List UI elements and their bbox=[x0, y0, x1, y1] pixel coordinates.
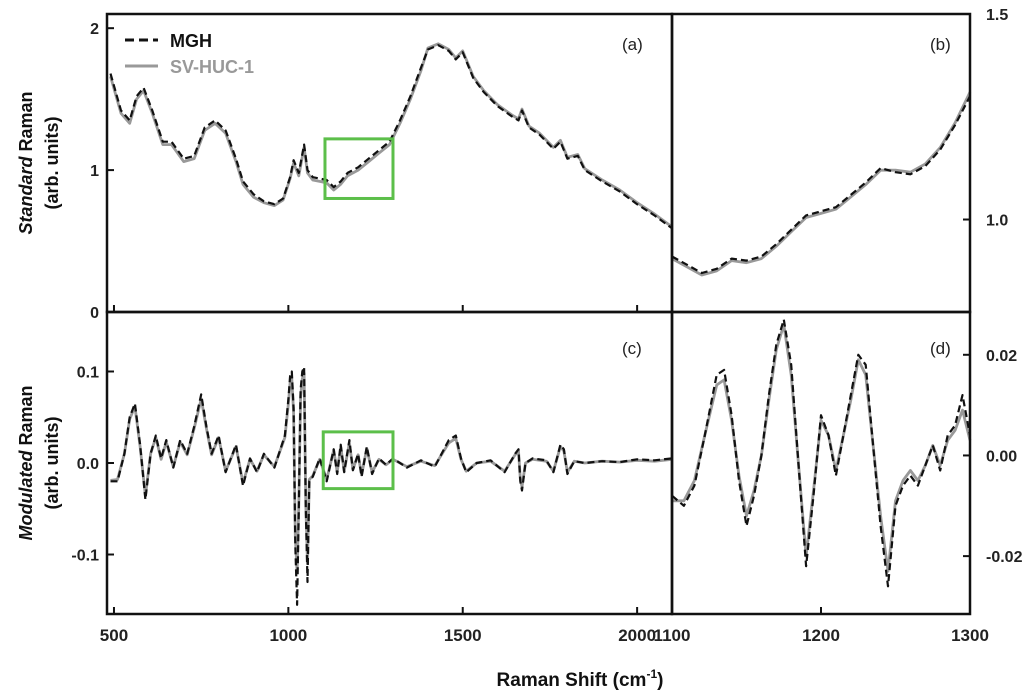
ylabel-standard-units: (arb. units) bbox=[42, 116, 62, 209]
panel-d-xtick-label: 1300 bbox=[951, 626, 989, 645]
ylabel-modulated-units: (arb. units) bbox=[42, 416, 62, 509]
xlabel: Raman Shift (cm-1) bbox=[497, 667, 664, 691]
legend: MGH SV-HUC-1 bbox=[125, 31, 254, 77]
ylabel-modulated: Modulated Raman bbox=[16, 385, 36, 540]
panel-d-label: (d) bbox=[930, 339, 951, 358]
panel-c-series-mgh bbox=[110, 365, 673, 606]
panel-d-ytick-label: 0.02 bbox=[986, 348, 1017, 365]
panel-d-plot: -0.02 0.00 0.02 1100 1200 1300 bbox=[654, 318, 1023, 645]
panel-d-ytick-label: 0.00 bbox=[986, 448, 1017, 465]
panel-d-frame bbox=[670, 310, 972, 616]
panel-c-ytick-label: -0.1 bbox=[71, 548, 99, 565]
legend-mgh-label: MGH bbox=[170, 31, 212, 51]
panel-d-xtick-label: 1100 bbox=[654, 626, 691, 645]
panel-a-plot: 0 1 2 bbox=[90, 21, 673, 322]
panel-c-plot: -0.1 0.0 0.1 500 1000 1500 2000 bbox=[71, 364, 673, 645]
panel-c-highlight-box bbox=[321, 430, 395, 491]
panel-c-xtick-label: 500 bbox=[100, 626, 128, 645]
panel-b-ytick-label: 1.5 bbox=[986, 7, 1008, 24]
panel-b-ytick-label: 1.0 bbox=[986, 213, 1008, 230]
legend-svhuc-label: SV-HUC-1 bbox=[170, 57, 254, 77]
panel-a-label: (a) bbox=[622, 35, 643, 54]
panel-d-ytick-label: -0.02 bbox=[986, 549, 1023, 566]
panel-b-series-sv-huc-1 bbox=[671, 91, 972, 277]
panel-a-ytick-label: 0 bbox=[90, 305, 99, 322]
panel-a-highlight-box bbox=[323, 137, 395, 200]
panel-d-series-mgh bbox=[671, 318, 972, 588]
panel-b-label: (b) bbox=[930, 35, 951, 54]
panel-b-series-mgh bbox=[671, 95, 971, 275]
panel-c-xtick-label: 1500 bbox=[444, 626, 482, 645]
ylabel-standard: Standard Raman bbox=[16, 91, 36, 234]
panel-c-xtick-label: 2000 bbox=[618, 626, 656, 645]
panel-c-ytick-label: 0.1 bbox=[77, 364, 99, 381]
panel-c-label: (c) bbox=[622, 339, 642, 358]
panel-a-series-mgh bbox=[109, 44, 673, 230]
panel-c-xtick-label: 1000 bbox=[269, 626, 307, 645]
panel-a-ytick-label: 1 bbox=[90, 163, 99, 180]
panel-c-ytick-label: 0.0 bbox=[77, 456, 99, 473]
panel-a-ytick-label: 2 bbox=[90, 21, 99, 38]
panel-b-plot: 1.0 1.5 bbox=[671, 7, 1008, 277]
panel-d-xtick-label: 1200 bbox=[802, 626, 840, 645]
